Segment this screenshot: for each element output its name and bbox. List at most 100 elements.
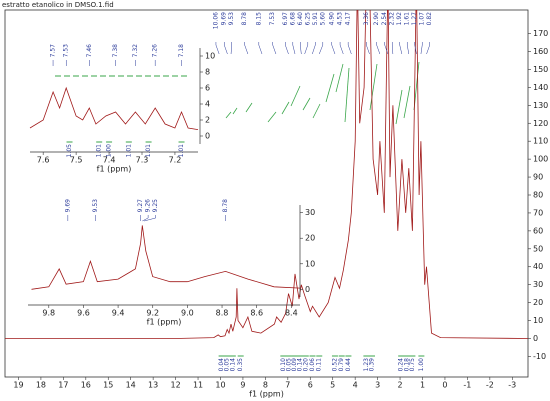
y-tick-label: 4 (205, 100, 210, 109)
y-tick-label: 90 (533, 173, 543, 182)
peak-label: 7.53 (269, 12, 276, 26)
integral-label: 0.11 (316, 358, 323, 372)
peak-marker (347, 42, 352, 55)
peak-marker (304, 42, 309, 55)
peak-marker (391, 42, 394, 55)
y-tick-label: 10 (205, 52, 215, 61)
y-tick-label: 130 (533, 101, 548, 110)
integral-label: 0.14 (297, 358, 304, 372)
x-tick-label: 0 (442, 381, 447, 390)
peak-label: 8.78 (241, 12, 248, 26)
peak-marker (339, 42, 344, 55)
peak-marker (319, 42, 324, 55)
peak-label: 7.26 (152, 44, 159, 58)
peak-label: 9.53 (228, 12, 235, 26)
integral-label: 0.09 (291, 358, 298, 372)
integral-label: 1.00 (418, 358, 425, 372)
integral-label: 0.39 (368, 358, 375, 372)
x-tick-label: -1 (463, 381, 471, 390)
y-tick-label: 6 (205, 84, 210, 93)
peak-marker (292, 42, 296, 55)
integral-label: 0.04 (218, 358, 225, 372)
peak-marker (384, 42, 389, 55)
peak-label: 2.32 (389, 12, 396, 26)
y-tick-label: 0 (205, 132, 210, 141)
peak-label: 7.57 (50, 44, 57, 58)
y-tick-label: 30 (533, 280, 543, 289)
y-tick-label: 110 (533, 137, 548, 146)
x-tick-label: -3 (508, 381, 516, 390)
x-tick-label: 3 (375, 381, 380, 390)
peak-label: 1.92 (396, 12, 403, 26)
peak-label: 9.27 (137, 199, 144, 213)
peak-marker (285, 42, 289, 55)
peak-label: 1.27 (411, 12, 418, 26)
plot-frame (4, 9, 529, 378)
peak-label: 0.82 (426, 12, 433, 26)
y-tick-label: 20 (533, 298, 543, 307)
peak-marker (376, 42, 381, 55)
y-tick-label: 0 (305, 285, 310, 294)
x-tick-label: 6 (308, 381, 313, 390)
peak-marker (366, 42, 370, 55)
plot-area (5, 10, 528, 339)
y-tick-label: 10 (533, 316, 543, 325)
y-tick-label: 170 (533, 29, 548, 38)
y-tick-label: 10 (305, 259, 315, 268)
peak-label: 1.07 (419, 12, 426, 26)
integral-label: 0.52 (331, 358, 338, 372)
x-tick-label: 7.6 (37, 156, 50, 165)
peak-marker (215, 42, 220, 55)
peak-label: 1.61 (404, 12, 411, 26)
y-tick-label: 70 (533, 208, 543, 217)
peak-label: 5.60 (319, 12, 326, 26)
x-tick-label: 1 (420, 381, 425, 390)
integral-label: 0.79 (338, 358, 345, 372)
integral-label: 1.01 (96, 144, 103, 158)
peak-label: 6.40 (297, 12, 304, 26)
peak-label: 9.69 (221, 12, 228, 26)
peak-marker (142, 215, 149, 222)
peak-label: 7.32 (132, 44, 139, 58)
peak-label: 4.90 (328, 12, 335, 26)
y-tick-label: 150 (533, 65, 548, 74)
integral-label: 0.20 (302, 358, 309, 372)
x-tick-label: 7.4 (103, 156, 116, 165)
integral-label: 0.10 (280, 358, 287, 372)
y-tick-label: -10 (533, 352, 546, 361)
x-tick-label: -2 (486, 381, 494, 390)
integral-label: 1.01 (178, 144, 185, 158)
x-tick-label: 10 (215, 381, 225, 390)
x-tick-label: 7.5 (70, 156, 83, 165)
x-tick-label: 4 (353, 381, 358, 390)
integral-label: 0.06 (309, 358, 316, 372)
peak-label: 6.68 (289, 12, 296, 26)
y-tick-label: 2 (205, 116, 210, 125)
integral-label: 1.00 (106, 144, 113, 158)
x-tick-label: 11 (193, 381, 203, 390)
peak-marker (312, 42, 316, 55)
plot-area (31, 225, 301, 290)
integral-label: 1.05 (66, 144, 73, 158)
peak-marker (406, 42, 410, 55)
chart-title: estratto etanolico in DMSO.1.fid (2, 1, 114, 9)
peak-label: 7.38 (112, 44, 119, 58)
peak-label: 5.91 (312, 12, 319, 26)
peak-marker (426, 42, 430, 55)
integral-label: 0.75 (409, 358, 416, 372)
peak-marker (331, 42, 336, 55)
peak-marker (300, 42, 302, 55)
y-tick-label: 140 (533, 83, 548, 92)
peak-label: 2.54 (381, 12, 388, 26)
x-tick-label: 7 (285, 381, 290, 390)
y-tick-label: 120 (533, 119, 548, 128)
integral-label: 0.05 (285, 358, 292, 372)
y-tick-label: 40 (533, 262, 543, 271)
peak-marker (258, 42, 263, 55)
x-tick-label: 2 (398, 381, 403, 390)
x-tick-label: 12 (170, 381, 180, 390)
x-tick-label: 5 (330, 381, 335, 390)
x-tick-label: 7.3 (136, 156, 149, 165)
plot-area (29, 86, 199, 130)
